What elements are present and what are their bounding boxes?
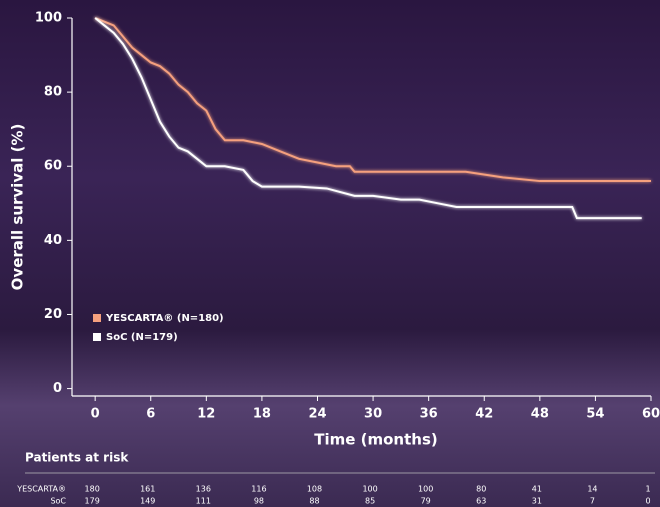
y-tick-label: 20 [44,307,62,322]
y-tick-label: 40 [44,233,62,248]
survival-curve [94,17,651,183]
x-tick-label: 60 [642,407,660,422]
risk-count: 63 [476,497,486,506]
row-label: SoC [50,497,66,506]
risk-count: 179 [85,497,100,506]
risk-count: 41 [532,485,542,494]
risk-count: 79 [421,497,431,506]
risk-count: 1 [645,485,650,494]
risk-count: 98 [254,497,264,506]
x-tick-label: 42 [475,407,493,422]
risk-count: 116 [251,485,266,494]
x-tick-label: 48 [531,407,549,422]
x-axis-label: Time (months) [314,431,438,449]
risk-count: 14 [587,485,597,494]
risk-count: 31 [532,497,542,506]
y-tick-label: 100 [35,11,62,26]
x-tick-label: 30 [364,407,382,422]
risk-count: 80 [476,485,486,494]
risk-count: 100 [418,485,433,494]
x-tick-label: 18 [253,407,271,422]
legend-swatch [93,333,101,341]
risk-count: 7 [590,497,595,506]
x-tick-label: 24 [308,407,326,422]
x-tick-label: 0 [91,407,100,422]
risk-count: 108 [307,485,322,494]
risk-count: 136 [196,485,211,494]
y-tick-label: 60 [44,159,62,174]
y-tick-label: 80 [44,85,62,100]
risk-table-title: Patients at risk [25,451,129,465]
risk-count: 111 [196,497,211,506]
legend-swatch [93,314,101,322]
y-tick-label: 0 [53,381,62,396]
risk-count: 100 [362,485,377,494]
x-tick-label: 6 [146,407,155,422]
x-tick-label: 12 [197,407,215,422]
x-tick-label: 36 [420,407,438,422]
risk-count: 85 [365,497,375,506]
y-axis-label: Overall survival (%) [9,124,27,291]
risk-count: 149 [140,497,155,506]
survival-curve [94,17,642,220]
row-label: YESCARTA® [16,485,66,494]
risk-count: 161 [140,485,155,494]
risk-count: 88 [309,497,319,506]
risk-count: 0 [645,497,650,506]
legend-label: YESCARTA® (N=180) [105,313,224,324]
legend-label: SoC (N=179) [106,332,178,343]
x-tick-label: 54 [586,407,604,422]
risk-count: 180 [85,485,100,494]
